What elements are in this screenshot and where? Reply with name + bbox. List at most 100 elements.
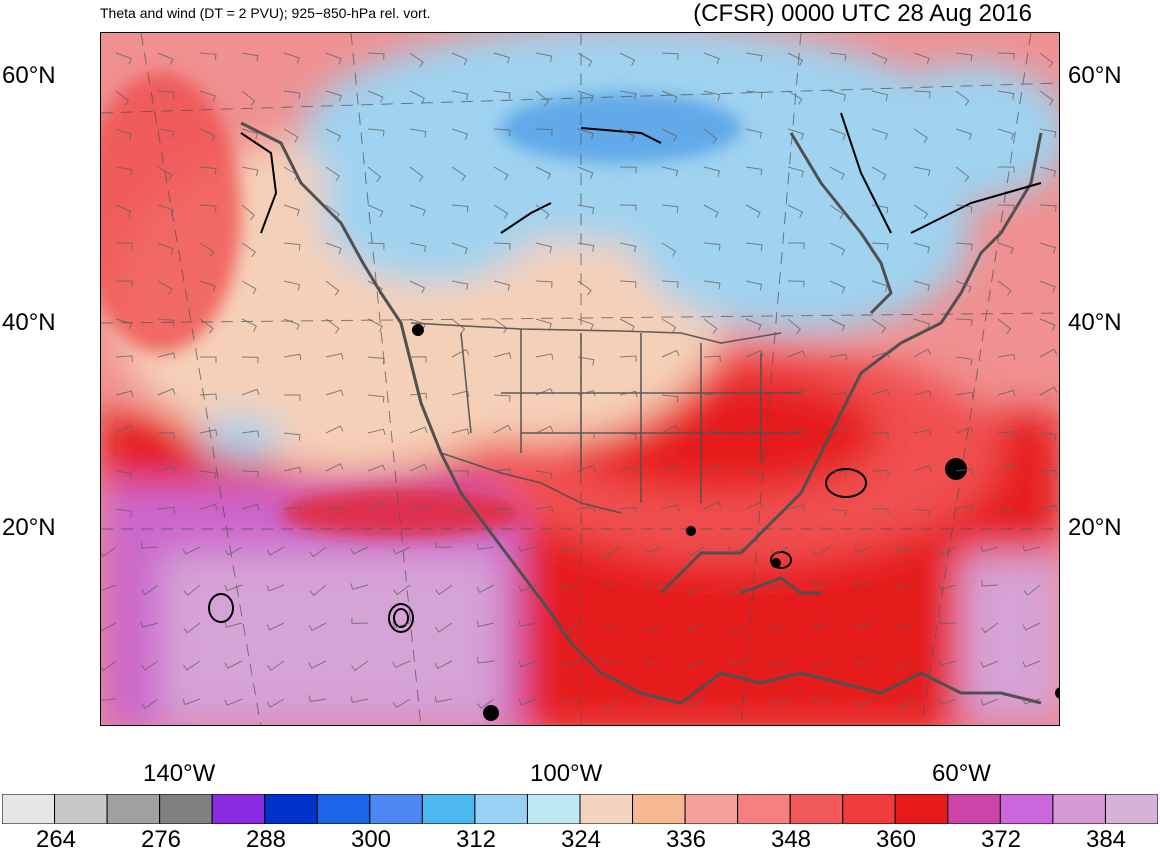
wind-barb	[241, 388, 260, 396]
wind-barb	[829, 426, 848, 434]
wind-barb	[325, 463, 344, 472]
border-us-canada	[410, 322, 782, 344]
wind-barb	[745, 318, 762, 331]
state-borders	[460, 329, 801, 503]
vort-contour-1	[388, 603, 414, 633]
wind-barb	[367, 242, 385, 250]
wind-barb	[367, 356, 385, 365]
vort-contour-10	[500, 202, 552, 234]
wind-barb	[183, 584, 201, 597]
wind-barb	[157, 166, 173, 181]
wind-barb	[577, 242, 595, 252]
wind-barb	[577, 166, 594, 179]
wind-barb	[897, 698, 915, 710]
theta-hot-streak	[281, 488, 521, 538]
wind-barb	[913, 242, 931, 254]
wind-barb	[661, 128, 678, 142]
wind-barb	[871, 469, 889, 477]
wind-barb	[241, 503, 260, 511]
wind-barb	[871, 128, 888, 140]
vort-contour-2	[393, 608, 409, 628]
wind-barb	[997, 242, 1014, 255]
wind-barb	[619, 355, 637, 363]
wind-barb	[493, 242, 511, 250]
wind-barb	[115, 166, 133, 176]
wind-barb	[241, 166, 259, 176]
wind-barb	[367, 90, 384, 103]
wind-barb	[476, 620, 495, 628]
wind-barb	[241, 356, 259, 364]
vort-max-caribbean	[771, 558, 781, 568]
wind-barb	[157, 506, 175, 514]
vort-contour-8	[910, 182, 1042, 234]
wind-barb	[367, 280, 383, 295]
wind-barb	[619, 280, 637, 288]
wind-barb	[645, 622, 663, 633]
wind-barb	[535, 90, 550, 107]
wind-barb	[157, 280, 173, 295]
wind-barb	[1039, 280, 1056, 293]
wind-barb	[224, 584, 243, 592]
wind-barb	[518, 584, 537, 592]
wind-barb	[1022, 660, 1041, 668]
wind-barb	[141, 584, 159, 596]
wind-barb	[409, 463, 428, 472]
wind-barb	[619, 128, 635, 142]
wind-barb	[997, 389, 1016, 397]
coastline-hudson-bay	[789, 132, 893, 315]
wind-barb	[182, 546, 201, 555]
coastline-pacific	[240, 121, 682, 705]
wind-barb	[913, 90, 931, 98]
wind-barb	[787, 166, 805, 178]
wind-barb	[619, 242, 637, 253]
wind-barb	[1039, 204, 1057, 212]
wind-barb	[686, 546, 705, 557]
wind-barb	[392, 660, 411, 669]
wind-barb	[266, 546, 285, 556]
wind-barb	[703, 90, 721, 101]
wind-barb	[871, 318, 887, 334]
wind-barb	[477, 698, 495, 710]
wind-barb	[619, 90, 637, 100]
wind-barb	[283, 280, 301, 291]
colorbar-label-372: 372	[980, 826, 1022, 853]
wind-barb	[661, 280, 679, 288]
wind-barb	[981, 622, 999, 634]
wind-barb	[350, 696, 369, 703]
wind-barb	[997, 90, 1015, 100]
theta-cold-pacific-patch	[201, 416, 281, 460]
wind-barb	[266, 622, 285, 631]
wind-barb	[224, 698, 243, 706]
wind-barb	[493, 280, 511, 291]
wind-barb	[157, 466, 176, 473]
wind-barb	[518, 698, 537, 706]
wind-barb	[367, 52, 385, 60]
wind-barb	[535, 204, 550, 220]
wind-barb	[812, 660, 831, 670]
wind-barb	[409, 90, 425, 104]
wind-barb	[729, 584, 747, 597]
wind-barb	[787, 427, 806, 435]
wind-barb	[325, 128, 342, 142]
lat-label-60n-right: 60°N	[1068, 62, 1122, 89]
wind-barb	[325, 389, 344, 396]
graticule-lon-140w	[140, 33, 262, 725]
lon-label-100w: 100°W	[530, 760, 603, 787]
wind-barb	[981, 579, 999, 587]
wind-barb	[871, 204, 889, 214]
wind-barb	[283, 432, 301, 441]
wind-barb	[535, 280, 553, 288]
wind-barb	[619, 390, 638, 398]
wind-barb	[115, 508, 133, 518]
colorbar-label-264: 264	[35, 826, 77, 853]
colorbar-label-348: 348	[770, 826, 812, 853]
lat-label-60n-left: 60°N	[2, 62, 56, 89]
wind-barb	[703, 355, 721, 363]
wind-barb	[351, 617, 369, 625]
vort-max-pacific	[483, 705, 499, 721]
wind-barb	[896, 622, 915, 629]
wind-barb	[661, 166, 679, 177]
wind-barb	[224, 660, 243, 669]
vort-contour-5	[770, 551, 792, 569]
wind-barb	[182, 698, 201, 706]
